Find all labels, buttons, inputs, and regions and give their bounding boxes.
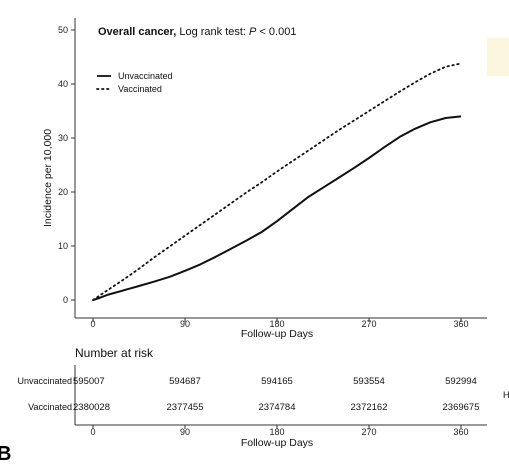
- panel-letter: B: [0, 443, 11, 464]
- y-tick-label: 10: [58, 241, 68, 251]
- risk-x-tick-label: 180: [269, 427, 284, 437]
- risk-cell: 2380028: [73, 402, 110, 413]
- title-rest: Log rank test:: [176, 26, 249, 38]
- edge-letter: H: [503, 390, 509, 400]
- risk-row-label-unvaccinated: Unvaccinated: [17, 376, 72, 386]
- x-axis-label: Follow-up Days: [241, 328, 313, 340]
- y-tick-label: 50: [58, 25, 68, 35]
- x-tick-label: 90: [180, 319, 190, 329]
- main-plot: 0 10 20 30 40 50 0 90 180 270 360 Incidence per 1…: [42, 18, 487, 340]
- title-bold: Overall cancer,: [98, 26, 176, 38]
- risk-cell: 2369675: [443, 402, 480, 413]
- risk-x-axis-label: Follow-up Days: [241, 437, 313, 449]
- risk-table-title: Number at risk: [75, 346, 154, 360]
- risk-x-tick-label: 270: [361, 427, 376, 437]
- risk-cell: 2374784: [259, 402, 296, 413]
- x-tick-label: 270: [361, 319, 376, 329]
- chart-title: Overall cancer, Log rank test: P < 0.001: [98, 26, 296, 38]
- y-ticks: 0 10 20 30 40 50: [58, 25, 75, 305]
- x-tick-label: 360: [453, 319, 468, 329]
- legend: Unvaccinated Vaccinated: [96, 71, 173, 94]
- risk-table: Number at risk Unvaccinated Vaccinated 5…: [17, 346, 487, 449]
- risk-x-tick-label: 90: [180, 427, 190, 437]
- series-line-unvaccinated: [92, 115, 462, 301]
- x-tick-label: 0: [90, 319, 95, 329]
- y-tick-label: 20: [58, 187, 68, 197]
- risk-row-label-vaccinated: Vaccinated: [28, 402, 72, 412]
- risk-x-tick-label: 0: [90, 427, 95, 437]
- risk-cell: 594165: [261, 376, 293, 387]
- risk-cell: 595007: [73, 376, 105, 387]
- legend-label-unvaccinated: Unvaccinated: [118, 71, 173, 81]
- risk-x-tick-label: 360: [453, 427, 468, 437]
- risk-cells: 595007 594687 594165 593554 592994 2380028 237…: [73, 376, 479, 413]
- title-p-italic: P: [249, 26, 257, 38]
- y-tick-label: 0: [63, 295, 68, 305]
- risk-cell: 592994: [445, 376, 477, 387]
- y-tick-label: 30: [58, 133, 68, 143]
- risk-x-ticks: 0 90 180 270 360: [90, 425, 469, 437]
- series-line-vaccinated: [92, 62, 462, 301]
- x-tick-label: 180: [269, 319, 284, 329]
- risk-cell: 2377455: [167, 402, 204, 413]
- title-p-value: < 0.001: [256, 26, 296, 38]
- risk-cell: 594687: [169, 376, 201, 387]
- y-tick-label: 40: [58, 79, 68, 89]
- risk-cell: 2372162: [351, 402, 388, 413]
- x-ticks: 0 90 180 270 360: [90, 318, 469, 329]
- faint-artifact-box: [487, 38, 509, 76]
- y-axis-label: Incidence per 10,000: [42, 129, 54, 227]
- risk-cell: 593554: [353, 376, 385, 387]
- legend-label-vaccinated: Vaccinated: [118, 84, 162, 94]
